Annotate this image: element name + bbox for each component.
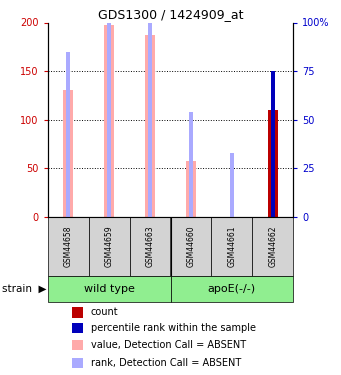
Text: wild type: wild type <box>84 284 135 294</box>
Text: GSM44662: GSM44662 <box>268 225 277 267</box>
Bar <box>63 90 73 217</box>
Bar <box>148 15 152 217</box>
Text: GSM44658: GSM44658 <box>64 225 73 267</box>
Bar <box>130 217 170 276</box>
Bar <box>107 22 111 217</box>
Bar <box>145 35 155 217</box>
Title: GDS1300 / 1424909_at: GDS1300 / 1424909_at <box>98 8 243 21</box>
Bar <box>170 217 211 276</box>
Bar <box>268 110 278 217</box>
Bar <box>170 276 293 302</box>
Text: rank, Detection Call = ABSENT: rank, Detection Call = ABSENT <box>91 358 241 368</box>
Bar <box>89 217 130 276</box>
Text: percentile rank within the sample: percentile rank within the sample <box>91 323 256 333</box>
Bar <box>72 340 83 350</box>
Bar <box>48 217 89 276</box>
Bar <box>48 276 170 302</box>
Bar <box>72 307 83 318</box>
Text: count: count <box>91 308 118 317</box>
Bar <box>104 26 114 217</box>
Text: strain  ▶: strain ▶ <box>2 284 47 294</box>
Text: apoE(-/-): apoE(-/-) <box>208 284 256 294</box>
Bar <box>66 52 70 217</box>
Bar <box>72 358 83 368</box>
Text: GSM44661: GSM44661 <box>227 225 236 267</box>
Bar <box>271 71 275 217</box>
Bar <box>189 112 193 217</box>
Bar <box>252 217 293 276</box>
Bar <box>211 217 252 276</box>
Bar <box>186 161 196 217</box>
Text: GSM44663: GSM44663 <box>146 225 154 267</box>
Text: GSM44659: GSM44659 <box>105 225 114 267</box>
Text: GSM44660: GSM44660 <box>187 225 195 267</box>
Text: value, Detection Call = ABSENT: value, Detection Call = ABSENT <box>91 340 246 350</box>
Bar <box>72 323 83 333</box>
Bar <box>230 153 234 217</box>
